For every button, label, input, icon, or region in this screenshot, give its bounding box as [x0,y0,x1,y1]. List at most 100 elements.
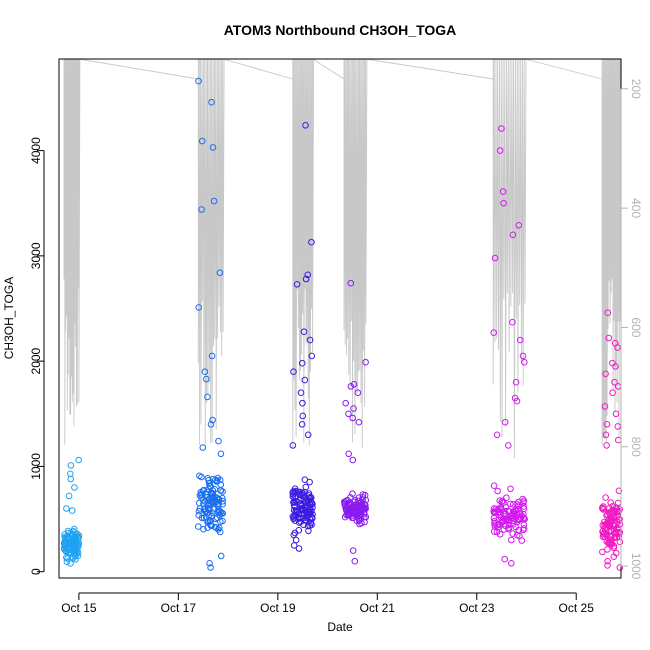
data-point [65,492,73,500]
data-point [66,539,74,546]
data-point [361,518,368,526]
data-point [305,490,313,497]
data-point [520,514,528,521]
data-point [219,494,226,502]
data-point [341,498,349,506]
data-point [299,359,306,367]
data-point [605,334,613,342]
data-point [290,531,298,539]
data-point [219,510,227,517]
y-tick-label: 2000 [29,347,43,374]
data-point [305,527,312,535]
data-point [217,450,225,458]
data-point [301,503,309,511]
data-point [344,505,352,513]
plot-frame [58,58,622,579]
data-point [347,279,355,287]
data-point [609,521,617,529]
data-point [293,281,301,288]
data-point [616,538,624,546]
data-point [351,557,359,565]
data-point [604,562,611,569]
data-point [70,544,77,551]
data-point [616,530,623,537]
x-tick-label: Oct 23 [459,601,495,615]
data-point [292,536,300,544]
data-point [63,558,71,566]
x-tick-label: Oct 17 [161,601,197,615]
data-point [72,556,79,563]
data-point [519,352,527,360]
x-tick-label: Oct 21 [360,601,396,615]
data-point [498,125,505,132]
data-point [291,499,299,506]
data-point [508,560,515,567]
data-point [354,389,362,397]
data-point [217,487,224,494]
data-point [290,368,297,376]
data-point [200,486,208,494]
data-point [612,549,620,557]
data-point [308,352,316,360]
data-point [210,506,217,513]
data-point [295,511,302,518]
data-point [216,269,224,277]
data-point [494,524,502,531]
data-point [491,254,499,262]
data-point [216,528,224,536]
data-point [506,500,514,508]
data-point [341,501,349,508]
data-point [607,499,615,506]
data-point [74,544,82,551]
data-point [289,493,297,500]
data-point [615,487,623,495]
pressure-profile-line [63,58,622,459]
data-point [608,540,616,548]
data-point [508,536,515,544]
data-point [611,378,618,386]
data-point [355,494,363,502]
data-point [299,412,307,420]
data-point [289,489,297,496]
data-point [505,525,513,533]
x-axis-label: Date [327,620,353,634]
data-point [609,359,616,367]
data-point [63,548,70,555]
data-point [604,546,611,553]
data-point [208,98,215,106]
data-point [300,328,308,336]
data-point [290,542,298,549]
data-point [515,498,522,506]
data-point [209,416,216,424]
data-point [503,494,510,502]
data-point [500,499,507,506]
data-point [308,521,315,529]
data-point [195,523,202,530]
data-point [215,437,222,445]
x-tick-label: Oct 15 [61,601,97,615]
data-point [217,552,225,560]
data-point [304,271,312,279]
data-point [604,309,612,317]
data-point [609,506,616,514]
data-point [209,490,217,498]
data-point [304,513,311,520]
y-axis: 0 1000 2000 3000 4000 [29,137,45,575]
data-point [602,431,610,439]
data-point [204,519,211,526]
data-point [347,383,355,390]
data-point [209,144,217,151]
data-point [71,484,78,491]
data-point [518,537,526,544]
data-point [63,505,70,512]
data-point [496,531,504,538]
data-point [195,511,202,519]
data-point [303,510,310,517]
y2-tick-label: 200 [629,79,643,99]
data-point [301,376,309,384]
data-point [601,403,609,410]
data-point [212,515,219,523]
data-point [520,499,527,506]
data-point [73,530,81,538]
data-point [358,507,365,514]
